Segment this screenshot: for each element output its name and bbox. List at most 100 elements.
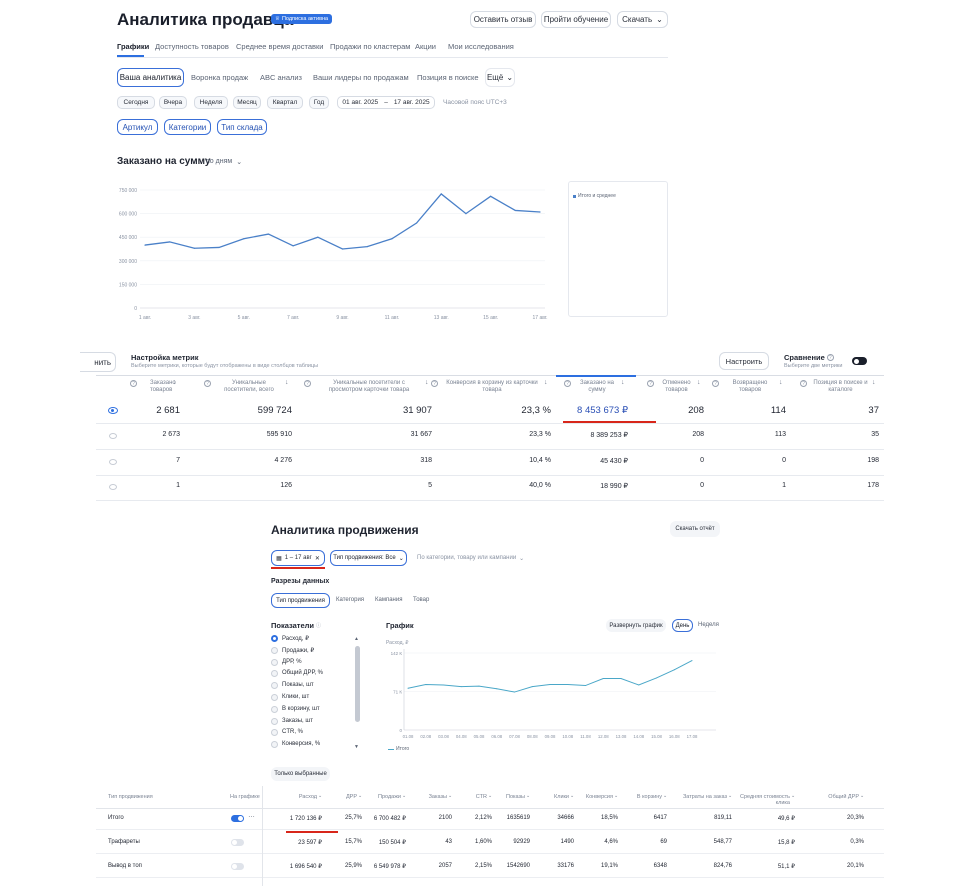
sort-chevron-icon[interactable]: ⌄ (570, 793, 575, 799)
sort-arrow-icon[interactable]: ↓ (779, 379, 783, 386)
promo-table-header[interactable]: Затраты на заказ (682, 794, 727, 800)
tab-clusters[interactable]: Продажи по кластерам (330, 42, 411, 51)
subtab-leaders[interactable]: Ваши лидеры по продажам (313, 73, 409, 82)
indicator-radio[interactable] (271, 717, 278, 725)
on-chart-toggle[interactable] (231, 815, 244, 822)
sort-chevron-icon[interactable]: ⌄ (448, 793, 453, 799)
tab-delivery-time[interactable]: Среднее время доставки (236, 42, 324, 51)
sort-arrow-icon[interactable]: ↓ (173, 379, 177, 386)
indicator-radio[interactable] (271, 670, 278, 678)
sort-arrow-icon[interactable]: ↓ (872, 379, 876, 386)
eye-icon[interactable] (108, 407, 118, 414)
table1-header[interactable]: Заказано на сумму (579, 380, 615, 393)
comparison-toggle[interactable] (852, 357, 867, 365)
eye-icon[interactable] (109, 484, 117, 490)
sort-arrow-icon[interactable]: ↓ (285, 379, 289, 386)
eye-icon[interactable] (109, 459, 117, 465)
promo-table-header[interactable]: Заказы (428, 794, 447, 800)
promo-search[interactable]: По категории, товару или кампании ⌄ (413, 550, 527, 566)
expand-chart-button[interactable]: Развернуть график (606, 619, 666, 632)
promo-table-header[interactable]: Общий ДРР (828, 794, 859, 800)
download-button[interactable]: Скачать ⌄ (617, 11, 668, 28)
promo-table-header[interactable]: Клики (554, 794, 569, 800)
promo-table-header[interactable]: В корзину (636, 794, 662, 800)
sort-chevron-icon[interactable]: ⌄ (488, 793, 493, 799)
chart1-period-select[interactable]: по дням ⌄ (206, 158, 242, 166)
indicators-scrollbar[interactable] (355, 646, 360, 722)
indicator-radio[interactable] (271, 694, 278, 701)
subtab-sales-funnel[interactable]: Воронка продаж (191, 73, 249, 82)
scroll-up-icon[interactable]: ▲ (354, 636, 359, 642)
tab-availability[interactable]: Доступность товаров (155, 42, 229, 51)
indicator-radio[interactable] (271, 741, 278, 749)
scroll-down-icon[interactable]: ▼ (354, 744, 359, 750)
indicator-radio[interactable] (271, 705, 278, 713)
sort-chevron-icon[interactable]: ⌄ (860, 793, 865, 799)
indicator-radio[interactable] (271, 635, 278, 642)
indicator-radio[interactable] (271, 729, 278, 737)
slice-tab-promo-type[interactable]: Тип продвижения (271, 593, 330, 608)
sort-arrow-icon[interactable]: ↓ (544, 379, 548, 386)
more-icon[interactable]: … (248, 812, 255, 819)
promo-table-header[interactable]: CTR (475, 794, 487, 800)
filter-categories[interactable]: Категории (164, 119, 211, 135)
leave-feedback-button[interactable]: Оставить отзыв (470, 11, 536, 28)
sort-chevron-icon[interactable]: ⌄ (318, 793, 323, 799)
left-cut-button[interactable]: нить (80, 352, 116, 372)
promo-table-header[interactable]: Конверсия (585, 794, 613, 800)
chip-week[interactable]: Неделя (194, 96, 228, 109)
sort-chevron-icon[interactable]: ⌄ (791, 793, 796, 799)
sort-chevron-icon[interactable]: ⌄ (614, 793, 619, 799)
on-chart-toggle[interactable] (231, 839, 244, 846)
table1-header[interactable]: Конверсия в корзину из карточки товара (446, 380, 538, 393)
slice-tab-campaign[interactable]: Кампания (375, 597, 403, 603)
chip-month[interactable]: Месяц (233, 96, 261, 109)
table1-header[interactable]: Уникальные посетители с просмотром карто… (328, 380, 410, 393)
slice-tab-category[interactable]: Категория (336, 597, 365, 603)
date-range-picker[interactable]: 01 авг. 2025–17 авг. 2025 (337, 96, 435, 109)
promo-table-header[interactable]: Расход (298, 794, 317, 800)
tab-promotions[interactable]: Акции (415, 42, 436, 51)
table1-header[interactable]: Возвращено товаров (732, 380, 768, 393)
sort-arrow-icon[interactable]: ↓ (425, 379, 429, 386)
sort-chevron-icon[interactable]: ⌄ (663, 793, 668, 799)
promo-table-header[interactable]: Средняя стоимость клика (739, 794, 790, 806)
promo-table-header[interactable]: ДРР (345, 794, 357, 800)
filter-warehouse-type[interactable]: Тип склада (217, 119, 267, 135)
indicator-radio[interactable] (271, 658, 278, 666)
table1-header[interactable]: Заказано товаров (150, 380, 176, 393)
table1-header[interactable]: Уникальные посетители, всего (224, 380, 274, 393)
close-icon[interactable]: ✕ (314, 555, 320, 562)
take-training-button[interactable]: Пройти обучение (541, 11, 611, 28)
tab-charts[interactable]: Графики (117, 42, 150, 51)
subtab-search-position[interactable]: Позиция в поиске (417, 73, 479, 82)
download-report-button[interactable]: Скачать отчёт (670, 521, 720, 537)
indicator-radio[interactable] (271, 682, 278, 690)
filter-article[interactable]: Артикул (117, 119, 158, 135)
table1-header[interactable]: Позиция в поиске и каталоге (813, 380, 868, 393)
on-chart-toggle[interactable] (231, 863, 244, 870)
promo-type-select[interactable]: Тип продвижения: Все ⌄ (330, 550, 407, 566)
chip-today[interactable]: Сегодня (117, 96, 155, 109)
indicator-radio[interactable] (271, 646, 278, 654)
chip-year[interactable]: Год (309, 96, 329, 109)
promo-table-header[interactable]: Показы (505, 794, 525, 800)
sort-chevron-icon[interactable]: ⌄ (402, 793, 407, 799)
granularity-day[interactable]: День (672, 619, 693, 632)
tab-my-research[interactable]: Мои исследования (448, 42, 514, 51)
subtab-abc[interactable]: ABC анализ (260, 73, 302, 82)
promo-date-range[interactable]: ▦ 1 – 17 авг ✕ (271, 550, 325, 566)
chip-yesterday[interactable]: Вчера (159, 96, 187, 109)
subtab-more[interactable]: Ещё ⌄ (485, 68, 515, 87)
subtab-your-analytics[interactable]: Ваша аналитика (117, 68, 184, 87)
granularity-week[interactable]: Неделя (698, 622, 719, 628)
sort-chevron-icon[interactable]: ⌄ (526, 793, 531, 799)
table1-header[interactable]: Отменено товаров (662, 380, 691, 393)
sort-chevron-icon[interactable]: ⌄ (728, 793, 733, 799)
sort-arrow-icon[interactable]: ↓ (621, 379, 625, 386)
only-selected-button[interactable]: Только выбранные (271, 767, 330, 781)
eye-icon[interactable] (109, 433, 117, 439)
slice-tab-product[interactable]: Товар (413, 597, 430, 603)
configure-button[interactable]: Настроить (719, 352, 769, 370)
promo-table-header[interactable]: Продажи (378, 794, 401, 800)
